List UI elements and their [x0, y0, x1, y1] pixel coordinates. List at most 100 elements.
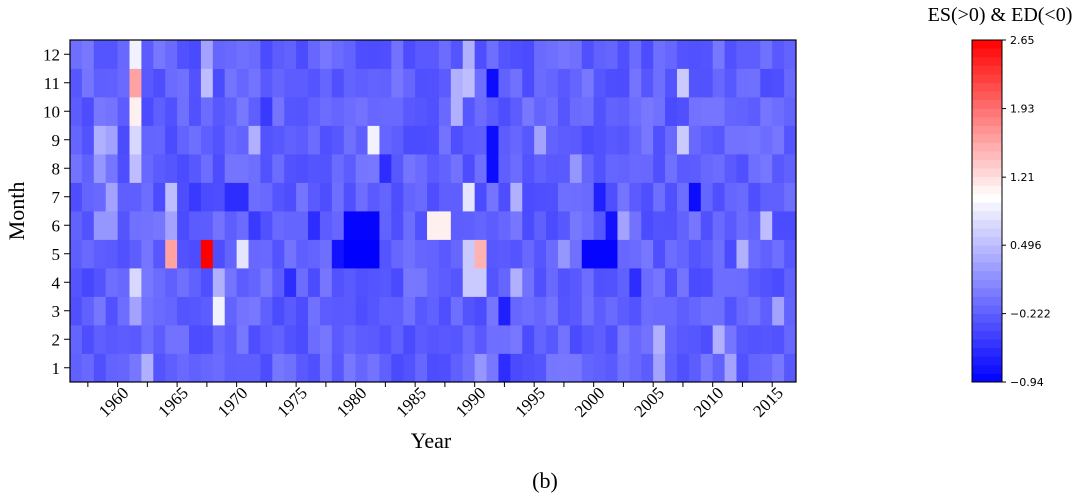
heatmap-cell	[724, 353, 737, 383]
y-tick-label: 5	[52, 245, 61, 264]
heatmap-cell	[724, 239, 737, 269]
heatmap-cell	[236, 353, 249, 383]
heatmap-cell	[557, 97, 571, 126]
heatmap-cell	[224, 268, 238, 297]
heatmap-cell	[200, 325, 214, 354]
heatmap-cell	[712, 40, 725, 69]
heatmap-cell	[546, 296, 559, 326]
colorbar-title: ES(>0) & ED(<0)	[928, 4, 1073, 26]
heatmap-cell	[629, 40, 642, 69]
heatmap-cell	[129, 154, 142, 183]
heatmap-cell	[427, 68, 440, 98]
heatmap-cell	[296, 40, 309, 69]
heatmap-cell	[498, 353, 511, 383]
heatmap-cell	[534, 268, 547, 297]
heatmap-cell	[129, 296, 142, 326]
colorbar-band	[972, 245, 1002, 255]
heatmap-cell	[569, 239, 583, 269]
x-axis-ticks: 1960 1965 1970 1975 1980 1985 1990 1995 2000 2005…	[87, 382, 787, 421]
heatmap-cell	[308, 296, 321, 326]
heatmap-cell	[319, 154, 333, 183]
heatmap-cell	[308, 125, 321, 155]
heatmap-cell	[403, 239, 416, 269]
heatmap-cell	[748, 182, 761, 212]
heatmap-cell	[177, 97, 190, 126]
heatmap-cell	[534, 353, 547, 383]
heatmap-cell	[736, 125, 749, 155]
heatmap-cell	[367, 40, 380, 69]
colorbar-tick-label: −0.222	[1010, 308, 1051, 321]
heatmap-cell	[712, 211, 725, 240]
heatmap-cell	[236, 40, 249, 69]
heatmap-cell	[296, 239, 309, 269]
heatmap-cell	[296, 268, 309, 297]
heatmap-cell	[736, 239, 749, 269]
heatmap-cell	[641, 353, 654, 383]
heatmap-cell	[522, 154, 535, 183]
x-tick-label: 1990	[452, 383, 489, 420]
heatmap-cell	[641, 325, 654, 354]
heatmap-cell	[236, 211, 249, 240]
heatmap-cell	[248, 68, 261, 98]
heatmap-cell	[224, 97, 238, 126]
heatmap-cell	[224, 40, 238, 69]
heatmap-cell	[629, 154, 642, 183]
heatmap-cell	[93, 68, 107, 98]
heatmap-cell	[772, 125, 785, 155]
heatmap-cell	[308, 239, 321, 269]
heatmap-cell	[343, 353, 357, 383]
heatmap-cell	[141, 325, 154, 354]
heatmap-cell	[141, 296, 154, 326]
heatmap-cell	[93, 353, 107, 383]
heatmap-cell	[438, 68, 452, 98]
heatmap-cell	[784, 268, 797, 297]
heatmap-cell	[748, 97, 761, 126]
heatmap-cell	[260, 268, 273, 297]
heatmap-cell	[284, 211, 297, 240]
heatmap-cell	[260, 182, 273, 212]
heatmap-cell	[557, 68, 571, 98]
heatmap-cell	[736, 40, 749, 69]
x-tick-label: 1965	[154, 383, 191, 420]
heatmap-cell	[200, 182, 214, 212]
heatmap-cell	[617, 97, 630, 126]
heatmap-cell	[331, 211, 345, 240]
heatmap-cell	[105, 97, 118, 126]
heatmap-cell	[272, 182, 285, 212]
heatmap-cell	[700, 211, 714, 240]
heatmap-cell	[474, 268, 487, 297]
heatmap-cell	[593, 125, 606, 155]
heatmap-cell	[343, 211, 357, 240]
heatmap-cell	[403, 325, 416, 354]
heatmap-cell	[391, 154, 404, 183]
heatmap-cell	[343, 182, 357, 212]
heatmap-cell	[581, 68, 595, 98]
heatmap-cell	[403, 154, 416, 183]
heatmap-cell	[367, 125, 380, 155]
heatmap-cell	[498, 154, 511, 183]
heatmap-cell	[189, 353, 202, 383]
heatmap-cell	[700, 296, 714, 326]
heatmap-cell	[760, 40, 773, 69]
heatmap-cell	[319, 125, 333, 155]
colorbar-band	[972, 253, 1002, 263]
heatmap-cell	[510, 296, 523, 326]
colorbar-band	[972, 202, 1002, 212]
heatmap-cell	[355, 182, 368, 212]
heatmap-cell	[676, 268, 690, 297]
heatmap-cell	[153, 353, 166, 383]
heatmap-cell	[141, 68, 154, 98]
heatmap-cell	[319, 211, 333, 240]
heatmap-cell	[593, 40, 606, 69]
heatmap-cell	[212, 211, 226, 240]
colorbar-band	[972, 74, 1002, 84]
heatmap-cell	[331, 296, 345, 326]
heatmap-cell	[189, 97, 202, 126]
heatmap-cell	[462, 97, 476, 126]
heatmap-cell	[665, 296, 678, 326]
heatmap-cell	[784, 68, 797, 98]
heatmap-cell	[105, 211, 118, 240]
heatmap-cell	[676, 97, 690, 126]
heatmap-cell	[248, 40, 261, 69]
heatmap-cell	[260, 68, 273, 98]
